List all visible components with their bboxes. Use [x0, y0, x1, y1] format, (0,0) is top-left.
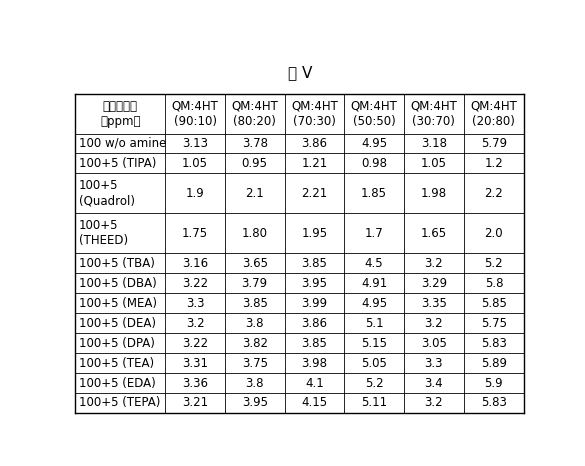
Text: 5.05: 5.05	[361, 356, 387, 370]
Text: 1.9: 1.9	[185, 187, 204, 200]
Text: 100+5
(THEED): 100+5 (THEED)	[79, 219, 128, 247]
Text: 3.31: 3.31	[182, 356, 208, 370]
Text: 100+5 (MEA): 100+5 (MEA)	[79, 297, 157, 310]
Text: 3.13: 3.13	[182, 137, 208, 150]
Text: 1.98: 1.98	[421, 187, 447, 200]
Text: 5.15: 5.15	[361, 336, 387, 350]
Text: 3.2: 3.2	[425, 397, 443, 410]
Text: 100+5 (EDA): 100+5 (EDA)	[79, 377, 156, 390]
Text: 3.29: 3.29	[421, 277, 447, 290]
Text: 100+5 (TIPA): 100+5 (TIPA)	[79, 157, 156, 170]
Text: 100+5 (DBA): 100+5 (DBA)	[79, 277, 157, 290]
Text: 2.21: 2.21	[301, 187, 328, 200]
Text: QM:4HT
(20:80): QM:4HT (20:80)	[470, 100, 517, 128]
Text: 3.75: 3.75	[242, 356, 268, 370]
Text: 有效施用量
（ppm）: 有效施用量 （ppm）	[100, 100, 140, 128]
Text: 3.86: 3.86	[301, 137, 328, 150]
Text: 5.89: 5.89	[481, 356, 507, 370]
Text: 1.05: 1.05	[182, 157, 208, 170]
Text: 3.35: 3.35	[421, 297, 447, 310]
Text: 5.2: 5.2	[365, 377, 383, 390]
Text: QM:4HT
(80:20): QM:4HT (80:20)	[231, 100, 278, 128]
Text: 3.95: 3.95	[301, 277, 328, 290]
Text: 5.79: 5.79	[481, 137, 507, 150]
Text: QM:4HT
(50:50): QM:4HT (50:50)	[350, 100, 398, 128]
Text: 3.4: 3.4	[425, 377, 443, 390]
Text: 100+5 (DEA): 100+5 (DEA)	[79, 316, 156, 329]
Text: 4.5: 4.5	[365, 257, 383, 270]
Text: 1.85: 1.85	[361, 187, 387, 200]
Text: 3.65: 3.65	[242, 257, 268, 270]
Text: 5.1: 5.1	[365, 316, 383, 329]
Text: 表 V: 表 V	[288, 65, 312, 80]
Text: QM:4HT
(30:70): QM:4HT (30:70)	[410, 100, 457, 128]
Text: 3.22: 3.22	[182, 277, 208, 290]
Text: 100+5
(Quadrol): 100+5 (Quadrol)	[79, 179, 135, 207]
Text: 1.05: 1.05	[421, 157, 447, 170]
Text: 3.98: 3.98	[301, 356, 328, 370]
Text: 3.16: 3.16	[182, 257, 208, 270]
Text: 2.0: 2.0	[484, 227, 503, 240]
Text: 5.2: 5.2	[484, 257, 503, 270]
Text: 5.75: 5.75	[481, 316, 507, 329]
Text: 4.95: 4.95	[361, 297, 387, 310]
Text: 5.8: 5.8	[485, 277, 503, 290]
Text: 3.99: 3.99	[301, 297, 328, 310]
Text: 1.65: 1.65	[421, 227, 447, 240]
Text: 4.95: 4.95	[361, 137, 387, 150]
Text: QM:4HT
(90:10): QM:4HT (90:10)	[171, 100, 218, 128]
Text: 5.11: 5.11	[361, 397, 387, 410]
Text: 3.3: 3.3	[186, 297, 204, 310]
Text: 0.95: 0.95	[242, 157, 268, 170]
Text: 4.15: 4.15	[301, 397, 328, 410]
Text: 3.22: 3.22	[182, 336, 208, 350]
Text: 3.21: 3.21	[182, 397, 208, 410]
Text: 2.2: 2.2	[484, 187, 503, 200]
Text: 100+5 (TBA): 100+5 (TBA)	[79, 257, 155, 270]
Text: 100+5 (TEPA): 100+5 (TEPA)	[79, 397, 160, 410]
Text: 3.2: 3.2	[185, 316, 204, 329]
Text: 1.2: 1.2	[484, 157, 503, 170]
Text: 3.2: 3.2	[425, 257, 443, 270]
Text: 3.85: 3.85	[242, 297, 268, 310]
Text: 1.21: 1.21	[301, 157, 328, 170]
Text: 4.1: 4.1	[305, 377, 324, 390]
Text: 3.8: 3.8	[246, 377, 264, 390]
Text: QM:4HT
(70:30): QM:4HT (70:30)	[291, 100, 338, 128]
Text: 3.05: 3.05	[421, 336, 447, 350]
Text: 3.86: 3.86	[301, 316, 328, 329]
Text: 100+5 (DPA): 100+5 (DPA)	[79, 336, 155, 350]
Text: 3.85: 3.85	[301, 257, 328, 270]
Text: 100 w/o amine: 100 w/o amine	[79, 137, 166, 150]
Text: 1.80: 1.80	[242, 227, 268, 240]
Text: 5.85: 5.85	[481, 297, 507, 310]
Text: 3.85: 3.85	[301, 336, 328, 350]
Text: 3.2: 3.2	[425, 316, 443, 329]
Text: 3.82: 3.82	[242, 336, 268, 350]
Text: 1.95: 1.95	[301, 227, 328, 240]
Text: 1.75: 1.75	[182, 227, 208, 240]
Text: 3.78: 3.78	[242, 137, 268, 150]
Text: 1.7: 1.7	[364, 227, 384, 240]
Text: 4.91: 4.91	[361, 277, 387, 290]
Text: 3.8: 3.8	[246, 316, 264, 329]
Text: 3.3: 3.3	[425, 356, 443, 370]
Text: 5.83: 5.83	[481, 397, 507, 410]
Text: 5.9: 5.9	[484, 377, 503, 390]
Text: 3.95: 3.95	[242, 397, 268, 410]
Text: 0.98: 0.98	[361, 157, 387, 170]
Text: 3.36: 3.36	[182, 377, 208, 390]
Text: 100+5 (TEA): 100+5 (TEA)	[79, 356, 154, 370]
Text: 3.18: 3.18	[421, 137, 447, 150]
Text: 5.83: 5.83	[481, 336, 507, 350]
Text: 2.1: 2.1	[245, 187, 264, 200]
Text: 3.79: 3.79	[242, 277, 268, 290]
